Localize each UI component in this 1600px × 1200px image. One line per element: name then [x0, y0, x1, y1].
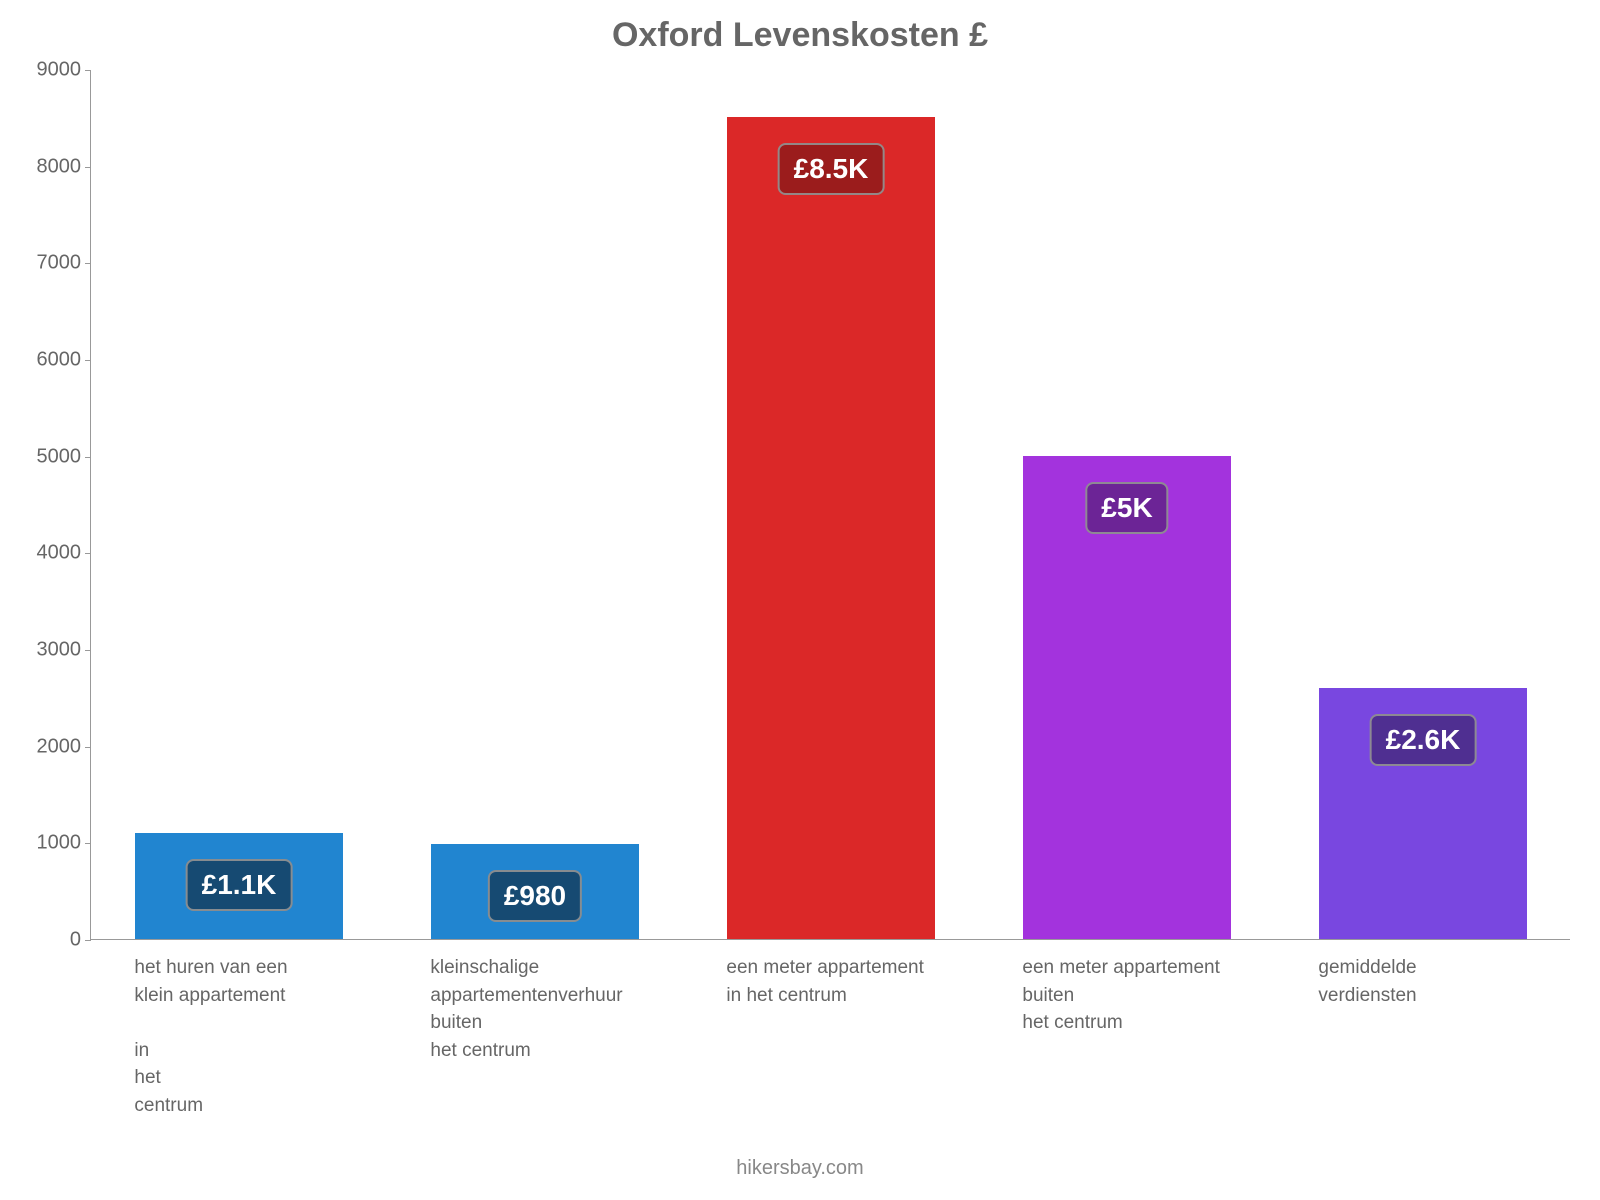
value-badge: £5K — [1085, 482, 1168, 534]
value-badge: £2.6K — [1370, 714, 1477, 766]
bar: £8.5K — [727, 117, 934, 939]
x-tick-label: kleinschalige appartementenverhuur buite… — [430, 954, 637, 1064]
y-tick-label: 6000 — [19, 349, 81, 372]
y-tick-label: 7000 — [19, 252, 81, 275]
plot-area: £1.1K£980£8.5K£5K£2.6K 01000200030004000… — [90, 70, 1570, 940]
y-tick-label: 9000 — [19, 59, 81, 82]
y-tick-mark — [85, 263, 91, 264]
y-tick-mark — [85, 650, 91, 651]
y-tick-mark — [85, 457, 91, 458]
x-tick-label: een meter appartement in het centrum — [726, 954, 933, 1009]
x-tick-label: een meter appartement buiten het centrum — [1022, 954, 1229, 1037]
y-tick-mark — [85, 70, 91, 71]
bar: £1.1K — [135, 833, 342, 939]
y-tick-mark — [85, 747, 91, 748]
bar: £2.6K — [1319, 688, 1526, 939]
bars-layer: £1.1K £980 £8.5K £5K £2.6K — [91, 70, 1570, 939]
y-tick-label: 8000 — [19, 155, 81, 178]
x-tick-label: gemiddelde verdiensten — [1318, 954, 1525, 1009]
x-tick-label: het huren van een klein appartement in h… — [134, 954, 341, 1119]
y-tick-mark — [85, 843, 91, 844]
y-tick-label: 4000 — [19, 542, 81, 565]
bar: £5K — [1023, 456, 1230, 939]
value-badge: £1.1K — [186, 859, 293, 911]
y-tick-label: 3000 — [19, 639, 81, 662]
bar: £980 — [431, 844, 638, 939]
y-tick-mark — [85, 553, 91, 554]
y-tick-label: 2000 — [19, 735, 81, 758]
y-tick-mark — [85, 360, 91, 361]
value-badge: £8.5K — [778, 143, 885, 195]
y-tick-label: 1000 — [19, 832, 81, 855]
chart-container: Oxford Levenskosten £ £1.1K£980£8.5K£5K£… — [0, 0, 1600, 1200]
value-badge: £980 — [488, 870, 582, 922]
y-tick-mark — [85, 167, 91, 168]
y-tick-label: 0 — [19, 929, 81, 952]
y-tick-label: 5000 — [19, 445, 81, 468]
y-tick-mark — [85, 940, 91, 941]
source-text: hikersbay.com — [0, 1157, 1600, 1180]
chart-title: Oxford Levenskosten £ — [0, 16, 1600, 55]
